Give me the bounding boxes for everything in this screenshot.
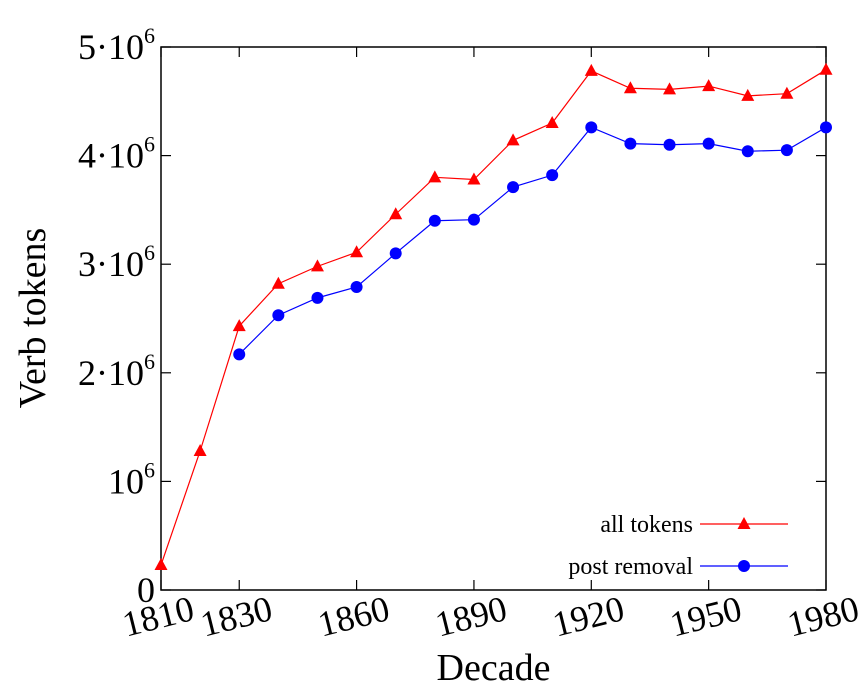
y-tick-label: 5·106 xyxy=(78,23,155,67)
data-point xyxy=(507,181,520,194)
data-point xyxy=(624,137,637,150)
data-point xyxy=(233,348,246,361)
data-point xyxy=(741,145,754,158)
data-point xyxy=(623,81,637,94)
data-point xyxy=(585,121,598,134)
data-point xyxy=(819,62,833,75)
plot-frame xyxy=(160,46,827,591)
data-point xyxy=(506,133,520,146)
y-tick-label-base: 0 xyxy=(137,570,155,610)
legend-marker xyxy=(737,517,751,529)
data-point xyxy=(311,291,324,304)
data-point xyxy=(780,86,794,99)
data-point xyxy=(193,443,207,456)
data-point xyxy=(702,137,715,150)
y-tick-label-exponent: 6 xyxy=(144,240,155,265)
y-tick-label: 3·106 xyxy=(78,240,155,284)
legend: all tokens post removal xyxy=(568,512,788,580)
data-point xyxy=(428,170,442,183)
data-point xyxy=(467,172,481,185)
data-point xyxy=(780,144,793,157)
x-tick-label: 1920 xyxy=(549,588,629,644)
data-point xyxy=(272,309,285,322)
x-axis-title: Decade xyxy=(437,647,551,689)
y-tick-label-base: 3·10 xyxy=(78,244,144,284)
x-tick-label: 1860 xyxy=(314,588,394,644)
y-tick-label-exponent: 6 xyxy=(144,457,155,482)
data-point xyxy=(310,259,324,272)
data-point xyxy=(350,281,363,294)
y-tick-label-base: 10 xyxy=(108,461,144,501)
data-point xyxy=(584,63,598,76)
x-tick-label: 1950 xyxy=(666,588,746,644)
series-circle xyxy=(233,121,832,361)
data-point xyxy=(545,116,559,129)
legend-label: post removal xyxy=(568,554,693,580)
data-point xyxy=(350,245,364,258)
data-point xyxy=(271,276,285,289)
legend-marker xyxy=(738,560,750,572)
series-triangle xyxy=(154,62,833,571)
data-point xyxy=(741,88,755,101)
y-tick-label-exponent: 6 xyxy=(144,132,155,157)
series-layer xyxy=(154,62,833,571)
data-point xyxy=(663,82,677,95)
data-point xyxy=(232,319,246,332)
data-point xyxy=(663,138,676,151)
x-tick-label: 1830 xyxy=(197,588,277,644)
x-tick-label: 1890 xyxy=(431,588,511,644)
y-axis-title: Verb tokens xyxy=(12,228,54,408)
y-tick-label: 106 xyxy=(108,457,155,501)
y-tick-label-exponent: 6 xyxy=(144,23,155,48)
y-tick-label-base: 4·10 xyxy=(78,136,144,176)
y-tick-label: 0 xyxy=(137,570,155,610)
data-point xyxy=(702,79,716,92)
data-point xyxy=(428,214,441,227)
series-line xyxy=(160,69,827,566)
y-tick-label-base: 5·10 xyxy=(78,27,144,67)
data-point xyxy=(389,247,402,260)
data-point xyxy=(154,558,168,571)
legend-label: all tokens xyxy=(600,512,693,538)
data-point xyxy=(467,213,480,226)
x-tick-label: 1810 xyxy=(118,588,198,644)
y-tick-label: 2·106 xyxy=(78,349,155,393)
y-tick-label: 4·106 xyxy=(78,132,155,176)
y-tick-label-base: 2·10 xyxy=(78,353,144,393)
data-point xyxy=(820,121,832,134)
x-tick-label: 1980 xyxy=(783,588,863,644)
data-point xyxy=(389,207,403,220)
y-tick-label-exponent: 6 xyxy=(144,349,155,374)
series-line xyxy=(238,126,827,355)
data-point xyxy=(546,169,559,182)
